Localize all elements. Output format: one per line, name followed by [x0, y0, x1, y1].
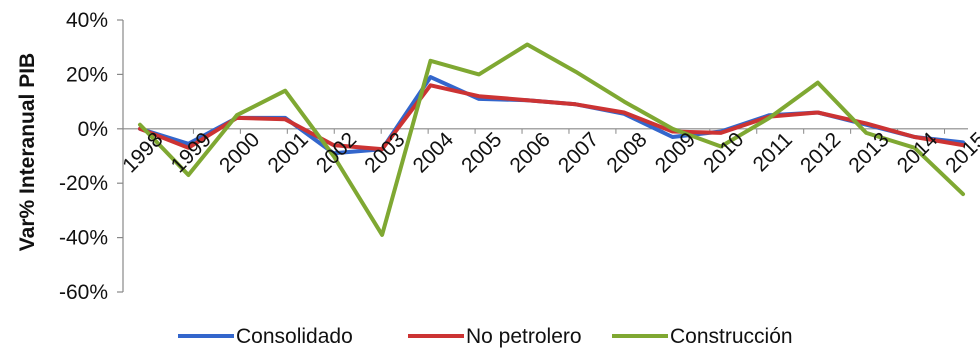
x-tick-label: 2004 [409, 128, 459, 178]
x-tick-label: 2001 [263, 128, 312, 177]
series-lines [138, 42, 965, 237]
y-tick-label: 40% [66, 9, 108, 32]
x-tick-label: 2005 [457, 128, 506, 177]
x-tick-label: 2011 [749, 128, 797, 176]
y-tick-label: 0% [78, 118, 108, 141]
axes [117, 19, 968, 293]
y-axis-label: Var% Interanual PIB [16, 53, 39, 251]
y-tick-label: -60% [59, 281, 108, 304]
x-tick-label: 2015 [941, 128, 980, 177]
x-tick-label: 2013 [844, 128, 893, 177]
legend-label-no-petrolero: No petrolero [466, 325, 582, 348]
y-tick-label: 20% [66, 63, 108, 86]
x-tick-label: 2008 [602, 128, 651, 177]
legend-label-construccion: Construcción [670, 325, 793, 348]
x-tick-label: 2006 [506, 128, 555, 177]
x-tick-label: 2012 [796, 128, 845, 177]
x-tick-labels: 1998 1999 2000 2001 2002 2003 2004 2005 2006 2007… [118, 128, 980, 178]
legend: Consolidado No petrolero Construcción [178, 325, 793, 348]
y-tick-labels: -60% -40% -20% 0% 20% 40% [59, 9, 108, 304]
x-tick-label: 2007 [554, 128, 603, 177]
series-line-construccion [138, 42, 965, 237]
legend-label-consolidado: Consolidado [236, 325, 353, 348]
series-line-no-petrolero [138, 83, 965, 152]
y-tick-label: -40% [59, 227, 108, 250]
y-tick-label: -20% [59, 172, 108, 195]
